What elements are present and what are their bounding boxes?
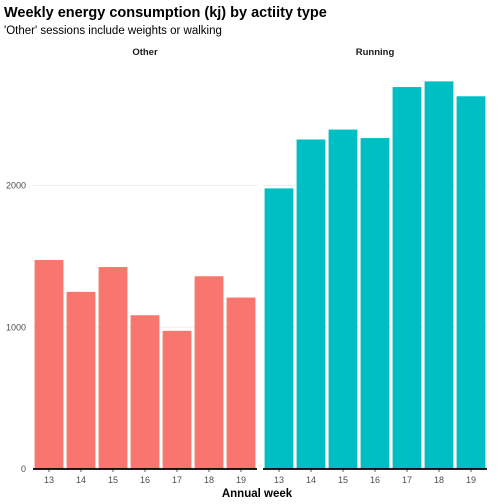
y-tick-label: 2000 bbox=[6, 181, 26, 191]
x-tick-label: 15 bbox=[108, 475, 118, 485]
x-tick-label: 14 bbox=[306, 475, 316, 485]
facet-panel-running: Running 13 14 15 16 17 18 19 bbox=[263, 47, 487, 485]
bar-running-15 bbox=[328, 129, 358, 469]
x-tick-label: 13 bbox=[274, 475, 284, 485]
chart-title: Weekly energy consumption (kj) by actiit… bbox=[4, 5, 327, 21]
bar-running-13 bbox=[264, 188, 294, 469]
bar-running-18 bbox=[424, 81, 454, 469]
bar-running-14 bbox=[296, 139, 326, 470]
x-tick-label: 19 bbox=[466, 475, 476, 485]
x-tick-label: 17 bbox=[172, 475, 182, 485]
bar-running-16 bbox=[360, 138, 390, 469]
bar-other-18 bbox=[194, 276, 224, 469]
facet-panels: Other 13 14 15 16 17 18 19 Running 13 14 15 16 17 18 19 bbox=[33, 47, 487, 485]
bar-other-19 bbox=[226, 297, 256, 469]
y-tick-label: 1000 bbox=[6, 322, 26, 332]
bar-other-16 bbox=[130, 315, 160, 469]
x-tick-label: 15 bbox=[338, 475, 348, 485]
y-tick-label: 0 bbox=[21, 464, 26, 474]
y-axis: 0 1000 2000 bbox=[6, 181, 26, 474]
x-tick-label: 16 bbox=[370, 475, 380, 485]
bar-running-19 bbox=[456, 96, 486, 470]
bar-other-15 bbox=[98, 267, 128, 469]
x-tick-label: 13 bbox=[44, 475, 54, 485]
x-tick-label: 19 bbox=[236, 475, 246, 485]
facet-panel-other: Other 13 14 15 16 17 18 19 bbox=[33, 47, 257, 485]
bar-running-17 bbox=[392, 87, 422, 470]
facet-strip-label: Other bbox=[132, 47, 158, 58]
x-tick-label: 18 bbox=[434, 475, 444, 485]
bar-other-17 bbox=[162, 330, 192, 469]
x-tick-label: 18 bbox=[204, 475, 214, 485]
chart-subtitle: 'Other' sessions include weights or walk… bbox=[4, 25, 222, 37]
facet-strip-label: Running bbox=[356, 47, 395, 58]
x-tick-label: 14 bbox=[76, 475, 86, 485]
x-tick-label: 16 bbox=[140, 475, 150, 485]
bar-other-13 bbox=[34, 259, 64, 469]
x-axis-label: Annual week bbox=[222, 488, 293, 500]
bar-other-14 bbox=[66, 291, 96, 469]
x-tick-label: 17 bbox=[402, 475, 412, 485]
